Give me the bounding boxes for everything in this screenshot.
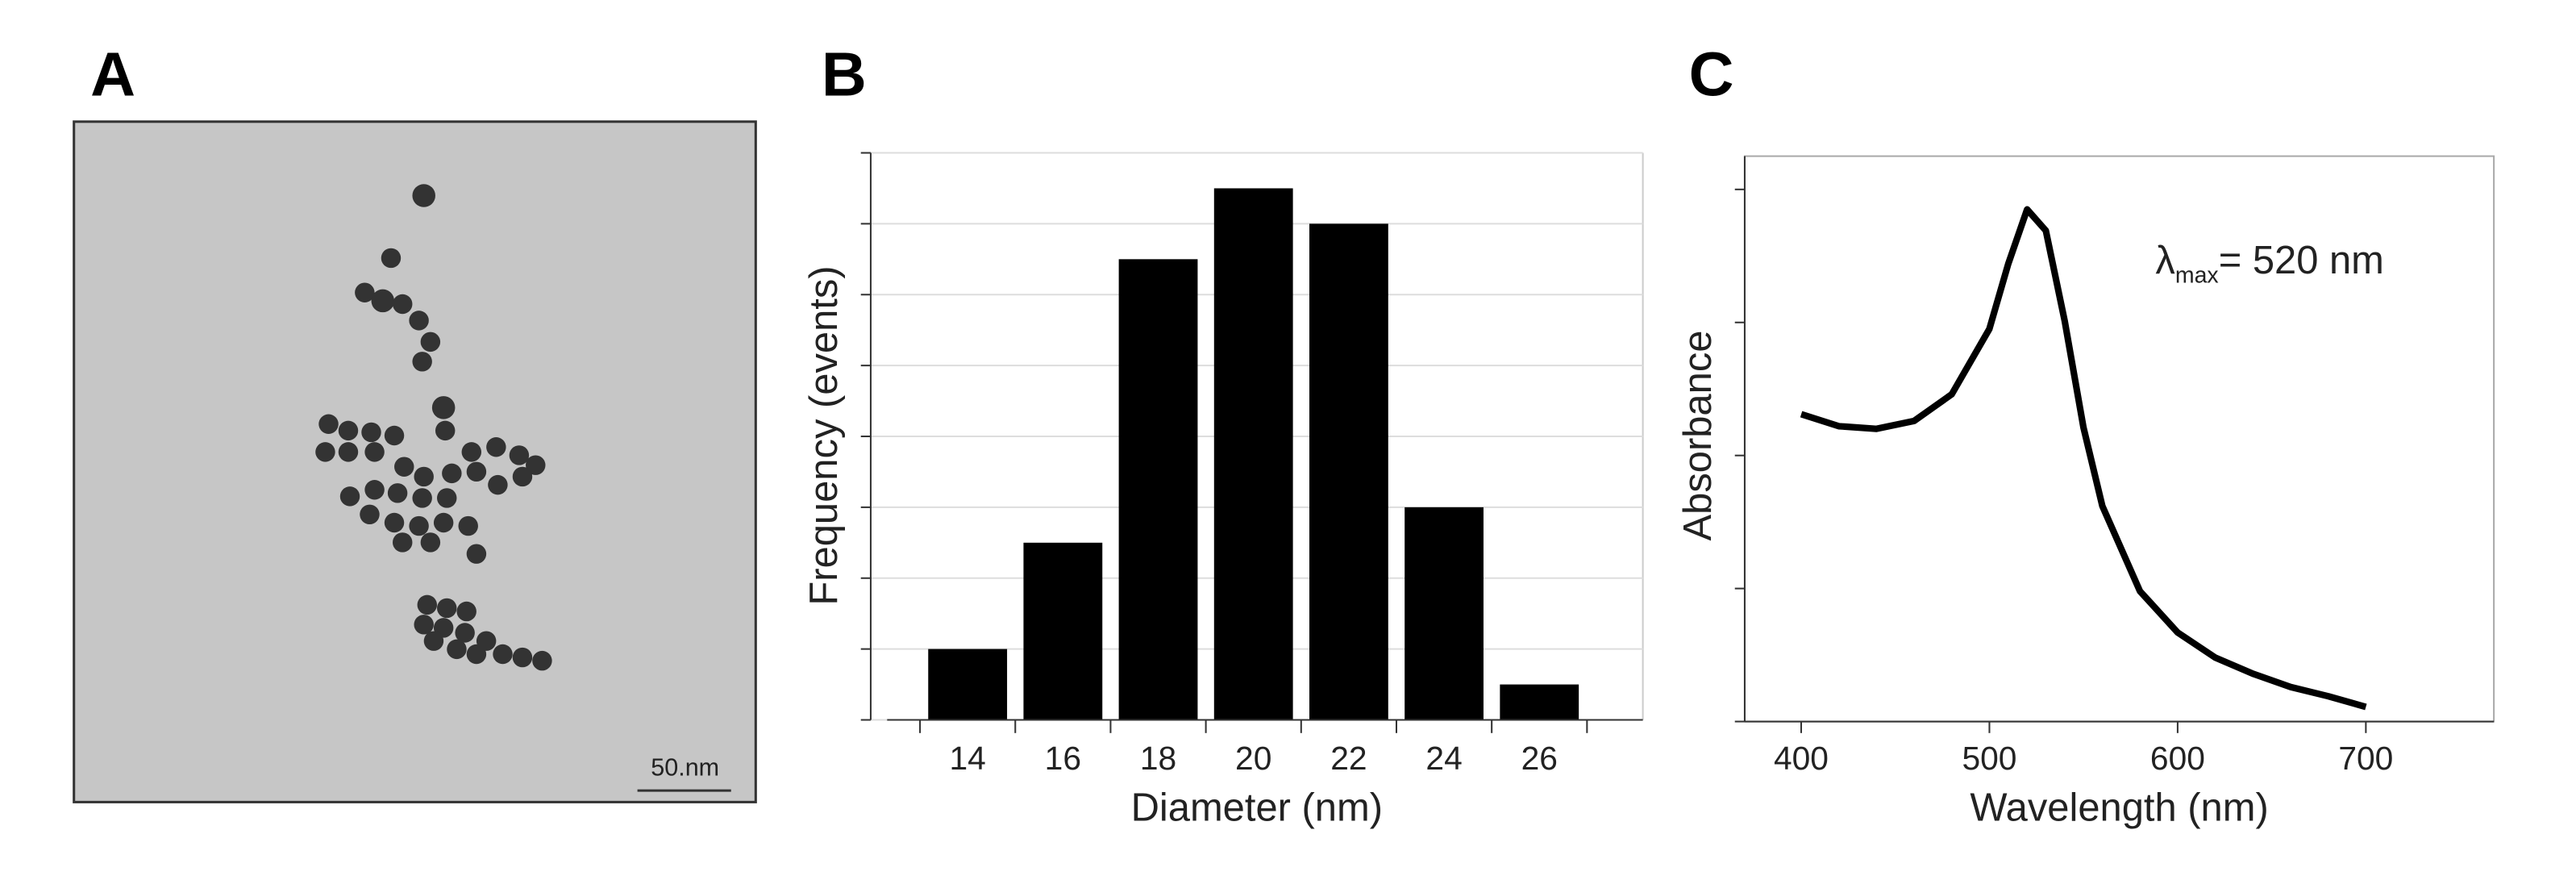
y-axis-title: Absorbance: [1676, 331, 1720, 541]
y-axis-title: Frequency (events): [802, 265, 846, 605]
x-tick-label: 600: [2150, 740, 2205, 777]
x-axis-title: Wavelength (nm): [1970, 786, 2268, 829]
x-tick-label: 500: [1962, 740, 2016, 777]
x-axis-title: Diameter (nm): [1131, 786, 1383, 829]
panel-label: C: [1689, 40, 1734, 109]
x-tick-label: 700: [2338, 740, 2393, 777]
annotation: λmax= 520 nm: [2155, 239, 2384, 288]
bar: [1023, 542, 1103, 720]
scale-bar-label: 50.nm: [651, 754, 719, 782]
bar: [928, 649, 1008, 720]
annotation-text: = 520 nm: [2219, 239, 2384, 282]
bar: [1309, 223, 1388, 720]
x-tick-label: 14: [949, 740, 985, 777]
annotation-subscript: max: [2175, 262, 2219, 288]
annotation-symbol: λ: [2155, 239, 2175, 282]
bar: [1118, 259, 1198, 720]
x-tick-label: 20: [1235, 740, 1271, 777]
bar: [1500, 684, 1579, 720]
panel-label: A: [90, 40, 135, 109]
bar: [1405, 507, 1484, 720]
absorbance-line: [1800, 206, 2367, 711]
x-tick-label: 400: [1774, 740, 1829, 777]
panel-label: B: [822, 40, 867, 109]
x-tick-label: 18: [1140, 740, 1176, 777]
x-tick-label: 16: [1045, 740, 1081, 777]
x-tick-label: 22: [1330, 740, 1367, 777]
bar: [1213, 188, 1293, 720]
tem-image: [73, 120, 757, 803]
x-tick-label: 24: [1425, 740, 1462, 777]
particles: [315, 184, 552, 671]
x-tick-label: 26: [1521, 740, 1558, 777]
